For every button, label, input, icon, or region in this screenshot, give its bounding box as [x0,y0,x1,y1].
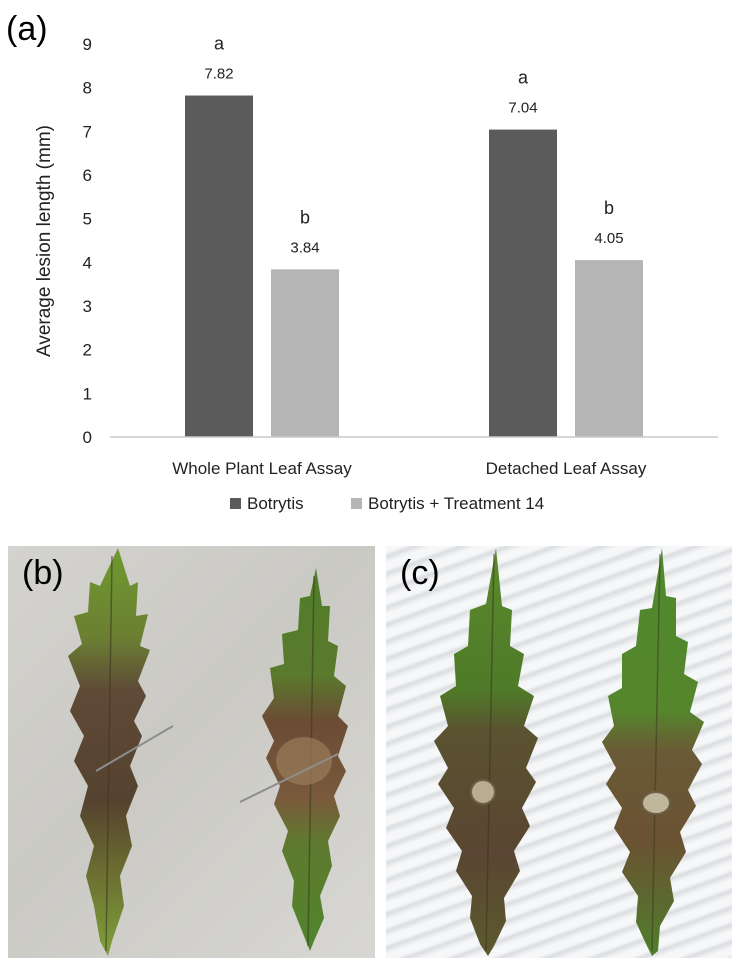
panel-label-c: (c) [400,554,440,592]
bars: 7.82 a 3.84 b 7.04 a 4.05 b [185,34,643,437]
x-axis-labels: Whole Plant Leaf Assay Detached Leaf Assa… [172,459,647,478]
bar [489,129,557,437]
infected-leaf-left-c [434,548,538,956]
x-tick-label: Whole Plant Leaf Assay [172,459,352,478]
legend-swatch [230,498,241,509]
leaf-vein-left-c [485,553,495,952]
infected-leaf-right-c [602,548,704,956]
leaf-vein-left [105,555,113,952]
y-tick-label: 0 [83,428,92,447]
bar [271,269,339,437]
y-tick-label: 7 [83,122,92,141]
legend-swatch [351,498,362,509]
photo-panel-b: (b) [8,546,375,958]
pin-left [95,725,174,772]
agar-plug-left [470,779,496,805]
y-tick-label: 2 [83,341,92,360]
y-tick-label: 9 [83,35,92,54]
agar-plug-right [641,791,671,815]
panel-label-a: (a) [6,10,48,48]
y-tick-label: 3 [83,297,92,316]
significance-letter: a [518,68,529,88]
y-axis-label: Average lesion length (mm) [34,125,55,357]
y-tick-label: 4 [83,253,92,272]
legend: Botrytis Botrytis + Treatment 14 [230,494,544,513]
bar-data-label: 3.84 [290,239,319,256]
pin-right [239,753,339,803]
photo-panel-c: (c) [386,546,732,958]
y-tick-label: 8 [83,79,92,98]
panel-label-b: (b) [22,554,64,592]
x-tick-label: Detached Leaf Assay [486,459,647,478]
y-tick-label: 6 [83,166,92,185]
significance-letter: b [300,207,310,227]
leaf-photo-b [68,548,348,956]
y-axis: 0 1 2 3 4 5 6 7 8 9 [83,35,92,447]
bar-data-label: 4.05 [594,230,623,247]
bar [575,260,643,437]
bar [185,95,253,437]
bar-data-label: 7.82 [204,66,233,83]
legend-label: Botrytis + Treatment 14 [368,494,544,513]
lesion-spot-right [276,737,332,785]
legend-label: Botrytis [247,494,304,513]
leaf-vein-right-c [651,553,661,952]
bar-data-label: 7.04 [508,100,537,117]
significance-letter: b [604,198,614,218]
y-tick-label: 1 [83,384,92,403]
bar-chart: (a) 0 1 2 3 4 5 6 7 8 9 Average lesion length (mm… [6,10,718,513]
significance-letter: a [214,34,225,54]
leaf-photo-c [434,548,704,956]
y-tick-label: 5 [83,210,92,229]
